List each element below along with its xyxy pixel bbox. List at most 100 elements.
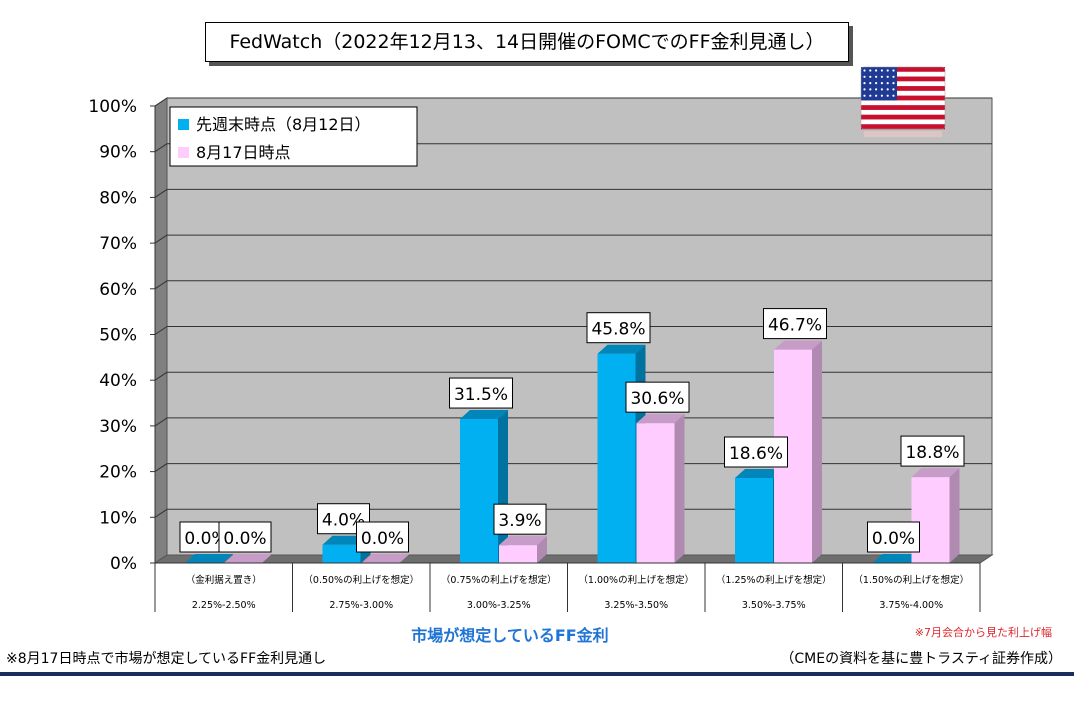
x-category-label: （1.50%の利上げを想定） — [853, 574, 969, 586]
svg-text:46.7%: 46.7% — [768, 316, 822, 336]
x-category-label: （0.75%の利上げを想定） — [441, 574, 557, 586]
x-range-label: 3.00%-3.25% — [467, 600, 531, 611]
bar-top — [597, 344, 646, 354]
gridline-side — [154, 143, 168, 153]
bar-top — [735, 468, 783, 478]
svg-text:4.0%: 4.0% — [322, 511, 365, 531]
data-label: 0.0% — [356, 521, 409, 553]
x-category-label: （0.50%の利上げを想定） — [303, 574, 419, 586]
y-tick-label: 20% — [99, 463, 137, 483]
gridline-side — [154, 280, 168, 290]
legend-label: 8月17日時点 — [196, 143, 291, 162]
y-tick-label: 50% — [99, 326, 137, 346]
x-range-label: 3.25%-3.50% — [604, 600, 668, 611]
bar-side — [949, 468, 960, 563]
bar-top — [185, 554, 233, 563]
svg-text:18.8%: 18.8% — [905, 443, 959, 463]
bar-top — [911, 468, 960, 478]
gridline-side — [154, 371, 168, 381]
svg-text:0.0%: 0.0% — [223, 529, 266, 549]
y-tick-label: 80% — [99, 188, 137, 208]
bar-front — [636, 423, 675, 563]
bar-side — [812, 340, 822, 563]
x-axis: （金利据え置き） 2.25%-2.50% （0.50%の利上げを想定） 2.75%-3… — [154, 562, 981, 612]
gridline-side — [154, 97, 168, 107]
gridline-side — [154, 508, 168, 518]
footnote-left: ※8月17日時点で市場が想定しているFF金利見通し — [6, 651, 327, 667]
y-tick-label: 60% — [99, 280, 137, 300]
bar-front — [735, 477, 773, 563]
bar-top — [636, 414, 685, 424]
legend-label: 先週末時点（8月12日） — [196, 115, 371, 134]
svg-text:45.8%: 45.8% — [591, 320, 645, 340]
gridline-side — [154, 234, 168, 244]
y-tick-label: 0% — [110, 554, 137, 574]
x-category-label: （1.25%の利上げを想定） — [716, 574, 832, 586]
rate-hike-note: ※7月会合から見た利上げ幅 — [914, 626, 1052, 639]
bar-front — [460, 419, 498, 563]
bar — [361, 554, 410, 563]
data-label: 46.7% — [763, 308, 827, 340]
bar — [460, 410, 508, 563]
x-range-label: 3.75%-4.00% — [879, 600, 943, 611]
y-tick-label: 30% — [99, 417, 137, 437]
data-label: 31.5% — [449, 377, 513, 409]
data-label: 45.8% — [586, 312, 651, 344]
svg-text:31.5%: 31.5% — [454, 385, 508, 405]
bar — [872, 554, 921, 563]
y-tick-label: 70% — [99, 234, 137, 254]
bar — [499, 536, 547, 563]
svg-text:0.0%: 0.0% — [361, 529, 404, 549]
bar-top — [224, 554, 272, 563]
y-axis: 0% 10% 20% 30% 40% 50% 60% 70% 80% 90% 100% — [88, 97, 156, 574]
y-tick-label: 90% — [99, 143, 137, 163]
bar — [185, 554, 233, 563]
x-range-label: 2.75%-3.00% — [329, 600, 393, 611]
bar-top — [774, 340, 822, 350]
y-tick-label: 100% — [88, 97, 137, 117]
bar-side — [537, 536, 547, 563]
y-tick-label: 10% — [99, 508, 137, 528]
bar-front — [499, 545, 537, 563]
svg-text:0.0%: 0.0% — [184, 529, 227, 549]
bar — [636, 414, 685, 563]
data-label: 30.6% — [625, 381, 690, 413]
gridline-side — [154, 463, 168, 473]
data-label: 18.6% — [724, 436, 788, 468]
data-label: 3.9% — [493, 503, 547, 535]
us-flag-icon — [860, 66, 946, 137]
gridline-side — [154, 417, 168, 427]
x-category-label: （金利据え置き） — [186, 574, 262, 586]
x-category-label: （1.00%の利上げを想定） — [578, 574, 694, 586]
bar-side — [674, 414, 685, 563]
bar-top — [872, 554, 921, 563]
data-label: 0.0% — [218, 521, 272, 553]
floor — [153, 554, 994, 564]
chart-walls — [153, 97, 994, 564]
chart-legend: 先週末時点（8月12日） 8月17日時点 — [169, 106, 418, 167]
data-label: 0.0% — [867, 521, 920, 553]
x-range-label: 2.25%-2.50% — [192, 600, 256, 611]
chart-title: FedWatch（2022年12月13、14日開催のFOMCでのFF金利見通し） — [205, 22, 849, 62]
x-axis-title: 市場が想定しているFF金利 — [411, 626, 609, 645]
svg-text:18.6%: 18.6% — [729, 444, 783, 464]
gridline-side — [154, 188, 168, 198]
svg-text:30.6%: 30.6% — [630, 389, 684, 409]
bar-top — [361, 554, 410, 563]
source-note: （CMEの資料を基に豊トラスティ証券作成） — [780, 651, 1062, 667]
legend-swatch — [178, 119, 189, 130]
bar — [224, 554, 272, 563]
bar-top — [460, 410, 508, 420]
bottom-rule — [0, 672, 1074, 676]
bar-top — [499, 536, 547, 546]
svg-text:3.9%: 3.9% — [498, 511, 541, 531]
x-range-label: 3.50%-3.75% — [742, 600, 806, 611]
legend-swatch — [178, 147, 189, 158]
y-tick-label: 40% — [99, 371, 137, 391]
data-label: 18.8% — [900, 435, 965, 467]
data-labels: 0.0%0.0%4.0%0.0%31.5%3.9%45.8%30.6%18.6%… — [179, 308, 965, 553]
chart-gridlines — [154, 97, 992, 518]
bar-front — [322, 544, 361, 563]
gridline-side — [154, 326, 168, 335]
